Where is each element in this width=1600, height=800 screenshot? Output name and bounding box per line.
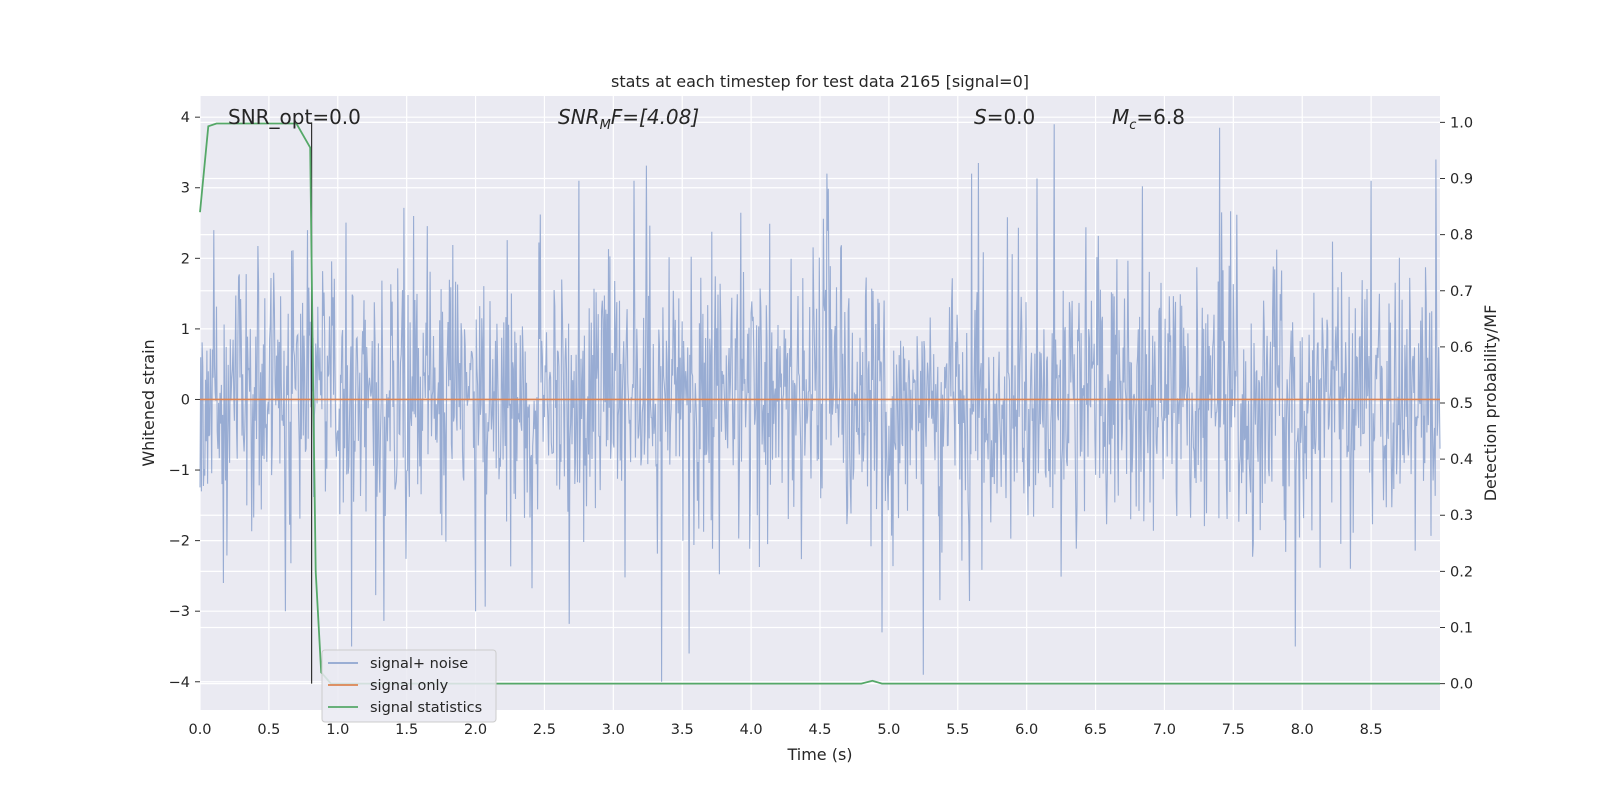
y2-axis-label: Detection probability/MF bbox=[1481, 305, 1500, 502]
x-tick-label: 1.0 bbox=[326, 722, 349, 738]
x-tick-label: 1.5 bbox=[395, 722, 418, 738]
x-tick-label: 0.5 bbox=[257, 722, 280, 738]
x-tick-label: 7.5 bbox=[1222, 722, 1245, 738]
x-tick-label: 6.0 bbox=[1015, 722, 1038, 738]
s-rest: =0.0 bbox=[987, 105, 1036, 129]
y-tick-label: 4 bbox=[181, 110, 190, 126]
series-signal-noise bbox=[199, 124, 1441, 682]
annotation-mc: Mc=6.8 bbox=[1112, 105, 1185, 133]
y-tick-label: −1 bbox=[169, 463, 190, 479]
y-tick-label: 3 bbox=[181, 181, 190, 197]
y2-tick-label: 0.2 bbox=[1450, 564, 1473, 580]
s-symbol: S bbox=[974, 105, 987, 129]
x-tick-label: 3.0 bbox=[602, 722, 625, 738]
y2-tick-label: 0.3 bbox=[1450, 508, 1473, 524]
y2-tick-label: 0.0 bbox=[1450, 677, 1473, 693]
y2-tick-label: 0.6 bbox=[1450, 340, 1473, 356]
y-tick-label: −4 bbox=[169, 675, 190, 691]
mc-subscript: c bbox=[1129, 118, 1136, 133]
y-tick-label: −2 bbox=[169, 534, 190, 550]
legend-box bbox=[321, 649, 497, 723]
legend-label-signal-noise: signal+ noise bbox=[370, 656, 468, 672]
mc-symbol: M bbox=[1112, 105, 1129, 129]
y2-tick-label: 0.5 bbox=[1450, 396, 1473, 412]
x-tick-label: 3.5 bbox=[671, 722, 694, 738]
annotation-snr-mf: SNRMF=[4.08] bbox=[558, 105, 699, 133]
x-tick-label: 8.0 bbox=[1291, 722, 1314, 738]
snr-mf-rest: F=[4.08] bbox=[611, 105, 699, 129]
annotation-snr-opt: SNR_opt=0.0 bbox=[228, 105, 361, 129]
mc-rest: =6.8 bbox=[1136, 105, 1185, 129]
legend-label-signal-statistics: signal statistics bbox=[370, 700, 482, 716]
legend-label-signal-only: signal only bbox=[370, 678, 449, 694]
y2-tick-label: 0.7 bbox=[1450, 284, 1473, 300]
x-axis-label: Time (s) bbox=[786, 745, 852, 764]
snr-mf-subscript: M bbox=[600, 118, 611, 133]
y2-tick-label: 0.4 bbox=[1450, 452, 1473, 468]
y-tick-label: −3 bbox=[169, 604, 190, 620]
x-tick-label: 7.0 bbox=[1153, 722, 1176, 738]
x-tick-label: 4.0 bbox=[740, 722, 763, 738]
x-tick-label: 2.0 bbox=[464, 722, 487, 738]
y2-tick-label: 0.9 bbox=[1450, 172, 1473, 188]
x-tick-label: 5.0 bbox=[877, 722, 900, 738]
x-tick-label: 6.5 bbox=[1084, 722, 1107, 738]
y-tick-label: 2 bbox=[181, 251, 190, 267]
y2-tick-label: 0.8 bbox=[1450, 228, 1473, 244]
y-tick-label: 0 bbox=[181, 392, 190, 408]
x-tick-label: 5.5 bbox=[946, 722, 969, 738]
x-tick-label: 8.5 bbox=[1360, 722, 1383, 738]
x-tick-label: 0.0 bbox=[188, 722, 211, 738]
x-tick-label: 4.5 bbox=[808, 722, 831, 738]
axes: 0.0 0.5 1.0 1.5 2.0 2.5 3.0 3.5 4.0 4.5 5.0 5.5 6.0 6… bbox=[169, 110, 1473, 738]
y-axis-label: Whitened strain bbox=[139, 339, 158, 466]
annotation-s: S=0.0 bbox=[974, 105, 1035, 129]
y-tick-label: 1 bbox=[181, 322, 190, 338]
x-tick-label: 2.5 bbox=[533, 722, 556, 738]
chart-title: stats at each timestep for test data 216… bbox=[611, 72, 1029, 91]
snr-mf-symbol: SNR bbox=[558, 105, 600, 129]
y2-tick-label: 0.1 bbox=[1450, 620, 1473, 636]
legend: signal+ noise signal only signal statist… bbox=[321, 649, 497, 723]
y2-tick-label: 1.0 bbox=[1450, 115, 1473, 131]
